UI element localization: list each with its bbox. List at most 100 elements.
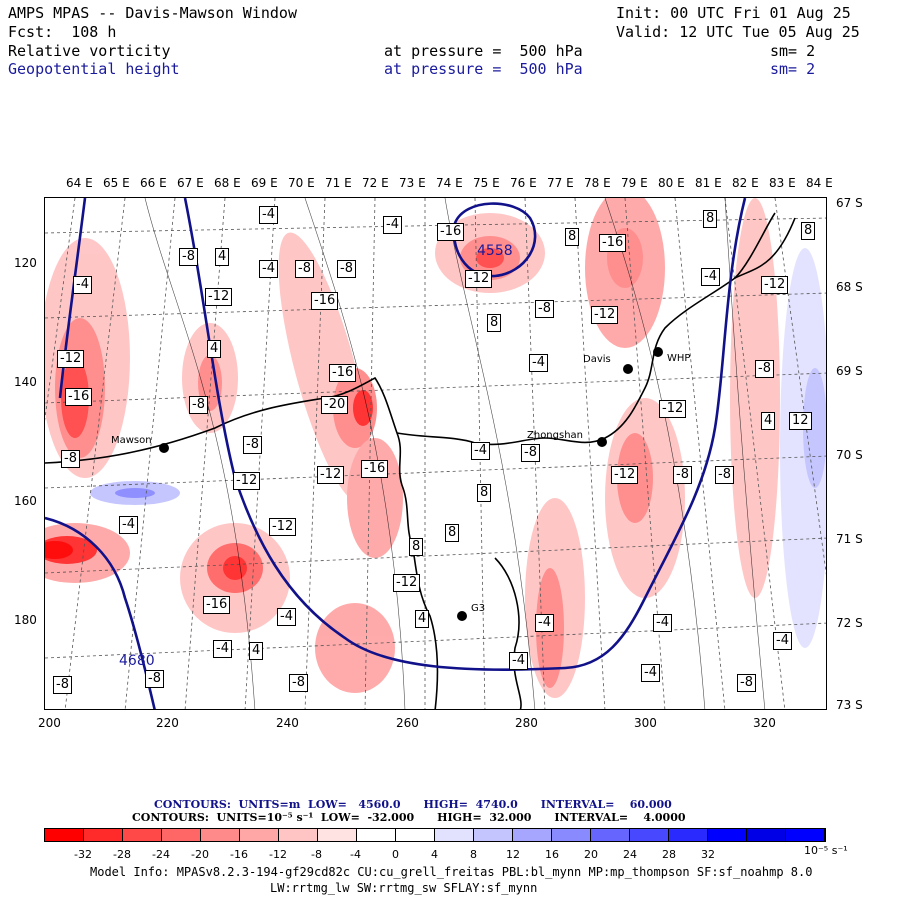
colorbar-tick: 20 <box>584 848 598 861</box>
colorbar-swatch <box>591 829 630 841</box>
vort-label: -12 <box>659 400 687 418</box>
colorbar-tick: -20 <box>191 848 209 861</box>
grid-y-tick: 180 <box>14 613 37 627</box>
colorbar-swatch <box>513 829 552 841</box>
vort-label: -16 <box>65 388 93 406</box>
vort-label: -4 <box>653 614 672 632</box>
lon-tick: 83 E <box>769 176 796 190</box>
field1-smoothing: sm= 2 <box>770 42 816 60</box>
vort-label: 8 <box>445 524 460 542</box>
lat-tick: 73 S <box>836 698 863 712</box>
lon-tick: 80 E <box>658 176 685 190</box>
colorbar-tick: -32 <box>74 848 92 861</box>
vort-label: 8 <box>565 228 580 246</box>
forecast-hour: Fcst: 108 h <box>8 23 117 41</box>
vort-label: -4 <box>119 516 138 534</box>
vort-label: 4 <box>207 340 222 358</box>
height-label: 4680 <box>119 653 155 669</box>
colorbar-tick: 24 <box>623 848 637 861</box>
field2-name: Geopotential height <box>8 60 180 78</box>
vort-label: -12 <box>611 466 639 484</box>
map-canvas <box>45 198 826 709</box>
vort-label: -4 <box>259 206 278 224</box>
vort-label: -8 <box>673 466 692 484</box>
colorbar-swatch <box>669 829 708 841</box>
vort-label: -12 <box>393 574 421 592</box>
valid-time: Valid: 12 UTC Tue 05 Aug 25 <box>616 23 860 41</box>
colorbar-tick: 8 <box>470 848 477 861</box>
vort-label: -12 <box>269 518 297 536</box>
vort-label: -12 <box>761 276 789 294</box>
colorbar <box>44 828 826 842</box>
lon-tick: 70 E <box>288 176 315 190</box>
lon-tick: 78 E <box>584 176 611 190</box>
colorbar-swatch <box>708 829 747 841</box>
lon-tick: 84 E <box>806 176 833 190</box>
grid-y-tick: 140 <box>14 375 37 389</box>
model-info-line1: Model Info: MPASv8.2.3-194-gf29cd82c CU:… <box>90 865 813 879</box>
grid-x-tick: 240 <box>276 716 299 730</box>
vort-label: 8 <box>477 484 492 502</box>
colorbar-swatch <box>84 829 123 841</box>
colorbar-tick: 28 <box>662 848 676 861</box>
field1-level: at pressure = 500 hPa <box>384 42 583 60</box>
vort-label: 4 <box>761 412 776 430</box>
colorbar-tick: -28 <box>113 848 131 861</box>
colorbar-swatch <box>630 829 669 841</box>
grid-x-tick: 260 <box>396 716 419 730</box>
colorbar-swatch <box>318 829 357 841</box>
vort-label: -16 <box>329 364 357 382</box>
colorbar-swatch <box>123 829 162 841</box>
field1-name: Relative vorticity <box>8 42 171 60</box>
colorbar-swatch <box>240 829 279 841</box>
height-label: 4558 <box>477 243 513 259</box>
lat-tick: 69 S <box>836 364 863 378</box>
vort-label: -4 <box>471 442 490 460</box>
colorbar-swatch <box>396 829 435 841</box>
station-label: Zhongshan <box>527 430 584 441</box>
vort-label: -8 <box>179 248 198 266</box>
station-marker <box>653 347 663 357</box>
init-time: Init: 00 UTC Fri 01 Aug 25 <box>616 4 851 22</box>
vort-label: -8 <box>535 300 554 318</box>
grid-x-tick: 280 <box>515 716 538 730</box>
vort-label: -8 <box>289 674 308 692</box>
lat-tick: 70 S <box>836 448 863 462</box>
colorbar-tick: -4 <box>350 848 361 861</box>
vort-label: -8 <box>53 676 72 694</box>
vort-label: -12 <box>465 270 493 288</box>
colorbar-swatch <box>357 829 396 841</box>
lat-tick: 67 S <box>836 196 863 210</box>
vort-label: -8 <box>145 670 164 688</box>
lat-tick: 68 S <box>836 280 863 294</box>
vort-label: -4 <box>277 608 296 626</box>
lon-tick: 64 E <box>66 176 93 190</box>
field2-smoothing: sm= 2 <box>770 60 816 78</box>
colorbar-tick: -8 <box>311 848 322 861</box>
colorbar-swatch <box>435 829 474 841</box>
lon-tick: 73 E <box>399 176 426 190</box>
vort-label: -4 <box>383 216 402 234</box>
lon-tick: 68 E <box>214 176 241 190</box>
vort-label: -12 <box>233 472 261 490</box>
vort-label: -8 <box>521 444 540 462</box>
vort-label: 8 <box>801 222 816 240</box>
vort-label: -12 <box>57 350 85 368</box>
grid-y-tick: 120 <box>14 256 37 270</box>
station-label: WHP <box>667 353 691 364</box>
grid-x-tick: 200 <box>38 716 61 730</box>
vort-label: 12 <box>789 412 812 430</box>
vort-label: -16 <box>361 460 389 478</box>
field2-level: at pressure = 500 hPa <box>384 60 583 78</box>
vorticity-shading <box>45 198 826 698</box>
vort-label: 8 <box>703 210 718 228</box>
colorbar-tick: 16 <box>545 848 559 861</box>
vort-label: -4 <box>641 664 660 682</box>
colorbar-unit: 10⁻⁵ s⁻¹ <box>804 844 848 857</box>
lat-tick: 72 S <box>836 616 863 630</box>
colorbar-swatch <box>474 829 513 841</box>
height-contour-info: CONTOURS: UNITS=m LOW= 4560.0 HIGH= 4740… <box>154 798 672 811</box>
colorbar-tick: -16 <box>230 848 248 861</box>
lon-tick: 74 E <box>436 176 463 190</box>
colorbar-swatch <box>279 829 318 841</box>
